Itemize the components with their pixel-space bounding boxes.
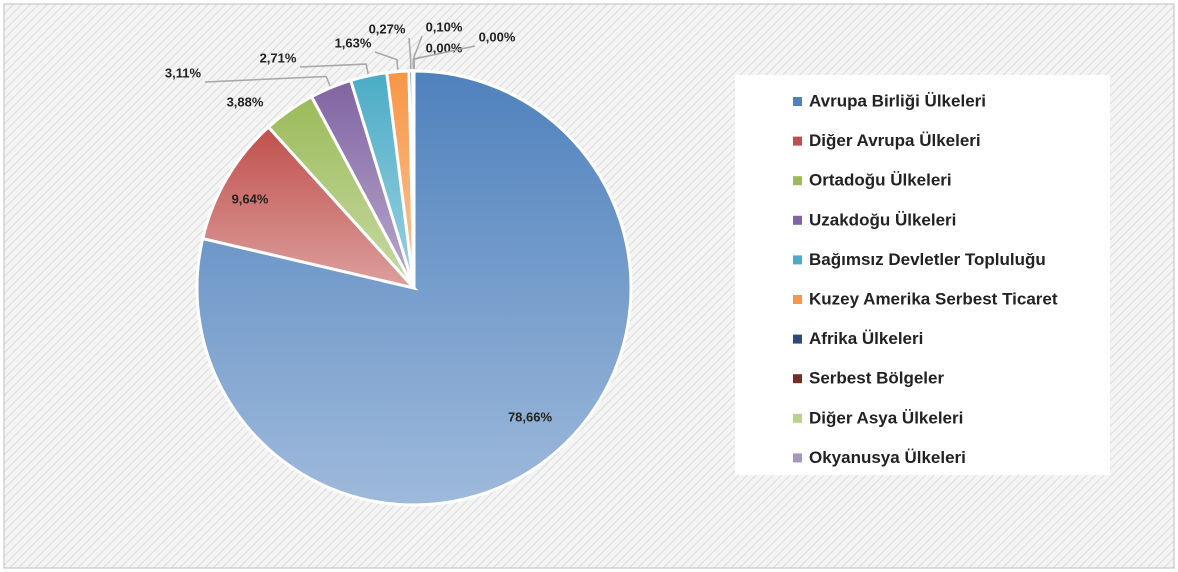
legend-label: Diğer Asya Ülkeleri [809,408,963,427]
leader-line [374,51,399,70]
legend-swatch [793,334,802,344]
data-label: 3,11% [165,65,202,80]
data-label: 0,27% [369,21,406,36]
legend-swatch [793,374,802,384]
leader-line [204,75,331,87]
legend-label: Ortadoğu Ülkeleri [809,171,952,190]
data-label: 78,66% [508,409,553,424]
legend-swatch [793,215,802,225]
data-label: 0,00% [479,29,516,44]
legend-swatch [793,97,802,106]
data-label: 9,64% [232,191,269,206]
legend-label: Bağımsız Devletler Topluluğu [809,250,1046,269]
leader-line [408,37,412,70]
legend-label: Afrika Ülkeleri [809,329,923,348]
data-label: 0,10% [426,19,463,34]
data-label: 0,00% [426,40,463,55]
legend-label: Avrupa Birliği Ülkeleri [809,91,986,110]
legend-swatch [793,295,802,304]
legend-label: Uzakdoğu Ülkeleri [809,210,956,229]
legend-swatch [793,453,802,463]
legend-swatch [793,255,802,265]
leader-line [413,45,476,69]
data-label: 2,71% [260,50,297,65]
legend-swatch [793,136,802,146]
legend-swatch [793,413,802,423]
legend-label: Diğer Avrupa Ülkeleri [809,131,981,150]
data-label: 3,88% [227,94,264,109]
legend-swatch [793,176,802,186]
legend-label: Serbest Bölgeler [809,369,944,388]
pie-slice [200,124,419,291]
leader-line [299,63,369,75]
data-label: 1,63% [335,35,372,50]
legend-label: Kuzey Amerika Serbest Ticaret [809,289,1058,308]
legend-label: Okyanusya Ülkeleri [809,448,966,467]
